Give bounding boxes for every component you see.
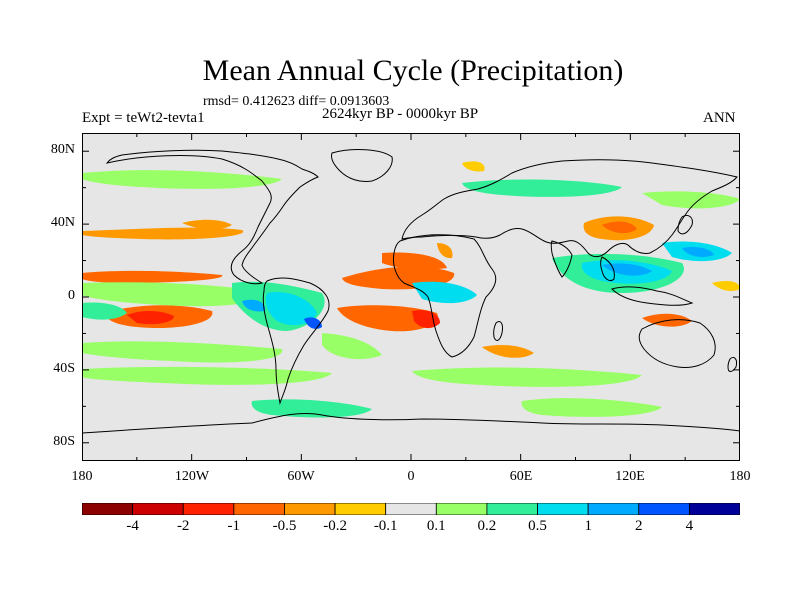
dry-patch <box>82 227 244 240</box>
lon-label-120w: 120W <box>174 469 210 484</box>
lon-label-0: 0 <box>407 469 415 484</box>
dry-patch <box>462 161 485 172</box>
wet-patch <box>521 398 662 417</box>
wet-patch <box>322 333 382 360</box>
wet-patch <box>602 263 652 276</box>
colorbar-swatch <box>334 503 387 515</box>
colorbar-swatch <box>385 503 437 515</box>
lon-label-60e: 60E <box>509 469 533 484</box>
colorbar-swatch <box>284 503 336 515</box>
coastline-new-zealand <box>727 356 737 372</box>
axis-ticks <box>82 133 740 461</box>
wet-patch <box>462 179 622 197</box>
colorbar <box>82 503 740 515</box>
wet-patch <box>304 317 322 329</box>
colorbar-swatch <box>182 503 235 515</box>
experiment-label: Expt = teWt2-tevta1 <box>82 110 205 126</box>
stats-line: rmsd= 0.412623 diff= 0.0913603 <box>203 94 390 109</box>
colorbar-label: -4 <box>126 518 139 534</box>
lon-label-120e: 120E <box>615 469 645 484</box>
period-label: 2624kyr BP - 0000kyr BP <box>322 106 479 122</box>
colorbar-swatch <box>537 503 589 515</box>
dry-patch <box>182 219 232 230</box>
wet-patch <box>82 282 264 307</box>
colorbar-swatch <box>486 503 538 515</box>
lon-label-60w: 60W <box>287 469 315 484</box>
dry-patch <box>437 243 453 259</box>
coastline-greenland <box>331 149 393 182</box>
lat-label-40n: 40N <box>50 215 75 230</box>
colorbar-label: 0.5 <box>528 518 547 534</box>
lat-label-80n: 80N <box>50 142 75 157</box>
colorbar-swatch <box>132 503 184 515</box>
dry-patch <box>412 310 440 329</box>
colorbar-label: -0.5 <box>272 518 297 534</box>
wet-patch <box>82 170 282 189</box>
wet-patch <box>265 292 317 326</box>
coastline-indonesia <box>611 286 694 306</box>
plot-title: Mean Annual Cycle (Precipitation) <box>202 54 624 87</box>
colorbar-label: 1 <box>584 518 592 534</box>
lon-label-180w: 180 <box>71 469 93 484</box>
coastline-eurasia <box>401 159 738 258</box>
coastline-india <box>550 240 573 278</box>
wet-patch <box>242 299 266 312</box>
colorbar-label: 0.2 <box>477 518 497 534</box>
colorbar-label: -1 <box>227 518 241 534</box>
wet-patch <box>682 246 714 257</box>
colorbar-label: 2 <box>635 518 643 534</box>
coastline-australia <box>638 319 716 368</box>
coastline-africa <box>393 234 497 358</box>
coastlines <box>82 149 740 434</box>
colorbar-swatch <box>82 503 134 515</box>
colorbar-swatch <box>688 503 740 515</box>
dry-patch <box>127 310 174 325</box>
dry-patch <box>482 345 534 358</box>
lat-label-40s: 40S <box>53 361 75 376</box>
colorbar-label: -0.2 <box>323 518 347 534</box>
precipitation-map <box>82 133 740 461</box>
coastline-japan <box>677 214 693 235</box>
wet-patch <box>82 366 332 385</box>
dry-patch <box>712 281 740 291</box>
coastline-antarctica <box>82 412 740 434</box>
wet-patch <box>412 367 642 387</box>
colorbar-swatch <box>435 503 488 515</box>
wet-patch <box>251 399 372 418</box>
coastline-se-asia <box>600 256 615 282</box>
colorbar-swatch <box>638 503 690 515</box>
dry-patch <box>82 270 223 283</box>
wet-patch <box>82 341 283 363</box>
wet-patch <box>82 302 127 320</box>
colorbar-swatch <box>233 503 285 515</box>
wet-patch <box>642 191 740 209</box>
coastline-north-america <box>105 149 319 285</box>
dry-patch <box>382 252 447 270</box>
colorbar-label: 4 <box>685 518 694 534</box>
colorbar-swatch <box>587 503 640 515</box>
lat-label-80s: 80S <box>53 434 75 449</box>
colorbar-label: -0.1 <box>373 518 398 534</box>
dry-patch <box>602 221 637 234</box>
lat-label-0: 0 <box>68 288 75 303</box>
colorbar-label: -2 <box>176 518 190 534</box>
season-label: ANN <box>703 110 736 126</box>
coastline-madagascar <box>493 320 503 341</box>
coastline-south-america <box>262 277 330 405</box>
colorbar-label: 0.1 <box>426 518 446 534</box>
anomaly-fields <box>82 161 740 418</box>
lon-label-180e: 180 <box>729 469 751 484</box>
